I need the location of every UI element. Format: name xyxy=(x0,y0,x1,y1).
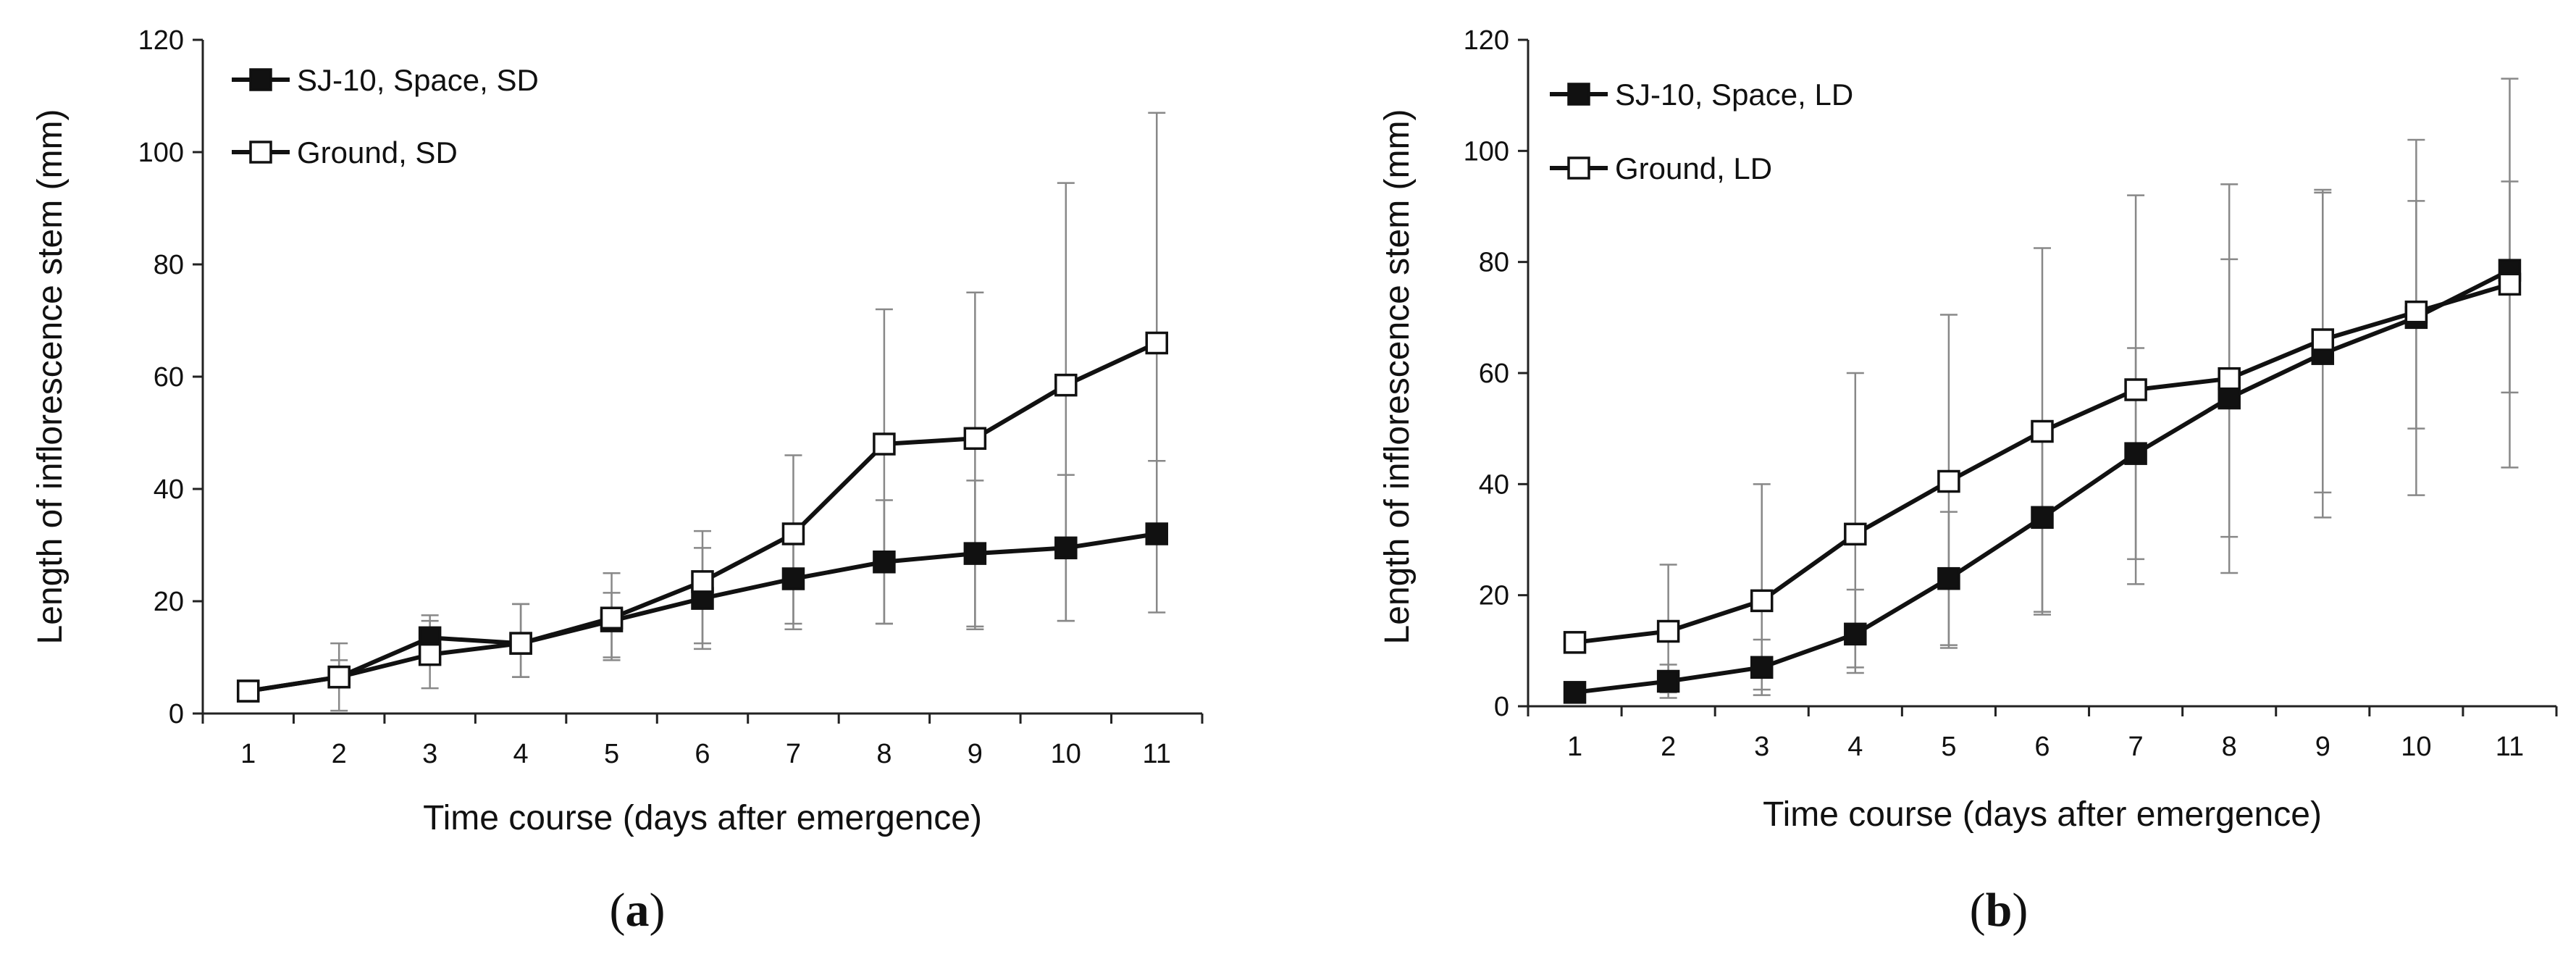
x-tick-label: 4 xyxy=(513,739,529,769)
x-tick-label: 4 xyxy=(1847,732,1863,762)
y-tick-label: 40 xyxy=(154,474,184,505)
data-point xyxy=(873,551,896,574)
data-point xyxy=(1054,373,1078,397)
x-tick-label: 2 xyxy=(332,739,347,769)
x-tick-label: 6 xyxy=(695,739,710,769)
legend-label: Ground, SD xyxy=(297,135,458,170)
x-tick-label: 9 xyxy=(2315,732,2330,762)
data-point xyxy=(2218,386,2241,410)
x-tick-label: 8 xyxy=(2222,732,2237,762)
data-point xyxy=(2498,272,2522,296)
legend-marker xyxy=(249,141,272,164)
data-point xyxy=(781,522,805,545)
x-tick-label: 5 xyxy=(1941,732,1956,762)
x-tick-label: 11 xyxy=(2496,732,2524,762)
y-tick-label: 80 xyxy=(1479,248,1509,278)
chart-panel-a: 0 20 40 60 80 100 120 1 2 3 4 5 6 7 8 9 10 11 Time course … xyxy=(31,25,1204,937)
data-point xyxy=(418,643,442,666)
data-point xyxy=(1563,681,1587,704)
data-point xyxy=(2031,506,2054,530)
panel-caption: (a) xyxy=(610,884,666,937)
series-1 xyxy=(248,112,1166,712)
legend-label: SJ-10, Space, LD xyxy=(1615,78,1853,112)
x-tick-label: 3 xyxy=(1754,732,1769,762)
panel-caption: (b) xyxy=(1970,884,2029,937)
data-point xyxy=(1145,522,1169,545)
x-tick-label: 6 xyxy=(2034,732,2050,762)
y-tick-label: 100 xyxy=(1464,136,1509,167)
y-tick-label: 100 xyxy=(138,138,184,168)
x-tick-label: 7 xyxy=(2128,732,2144,762)
data-point xyxy=(1656,619,1680,643)
data-point xyxy=(873,432,896,456)
y-tick-label: 80 xyxy=(154,250,184,280)
data-point xyxy=(1054,536,1078,560)
y-tick-label: 120 xyxy=(1464,25,1509,56)
data-point xyxy=(963,542,987,565)
x-tick-label: 10 xyxy=(2401,732,2431,762)
y-tick-label: 120 xyxy=(138,25,184,56)
data-point xyxy=(1563,631,1587,654)
data-point xyxy=(2124,442,2147,465)
x-tick-label: 1 xyxy=(240,739,256,769)
data-point xyxy=(2404,300,2428,324)
x-tick-label: 8 xyxy=(876,739,891,769)
data-point xyxy=(2218,367,2241,390)
legend-label: Ground, LD xyxy=(1615,151,1772,185)
data-point xyxy=(2031,419,2054,443)
x-tick-label: 11 xyxy=(1143,739,1171,769)
x-tick-label: 3 xyxy=(422,739,437,769)
y-tick-label: 20 xyxy=(154,587,184,617)
legend-marker xyxy=(1567,83,1590,106)
y-tick-label: 40 xyxy=(1479,469,1509,500)
data-point xyxy=(1656,669,1680,693)
data-point xyxy=(1937,469,1960,493)
legend-marker xyxy=(1567,156,1590,180)
data-point xyxy=(1937,566,1960,590)
data-point xyxy=(781,567,805,590)
data-point xyxy=(2311,328,2335,351)
y-axis-label: Length of inflorescence stem (mm) xyxy=(1378,109,1417,645)
x-tick-label: 10 xyxy=(1051,739,1081,769)
y-tick-label: 0 xyxy=(169,699,184,729)
data-point xyxy=(600,606,624,629)
x-tick-label: 5 xyxy=(604,739,619,769)
y-axis-label: Length of inflorescence stem (mm) xyxy=(31,109,70,645)
y-tick-label: 20 xyxy=(1479,581,1509,611)
y-tick-label: 60 xyxy=(154,362,184,393)
data-point xyxy=(1750,589,1774,613)
data-point xyxy=(1844,522,1867,546)
y-tick-label: 60 xyxy=(1479,359,1509,389)
legend: SJ-10, Space, LD Ground, LD xyxy=(1550,78,1853,185)
data-point xyxy=(1844,622,1867,646)
data-point xyxy=(327,665,351,689)
data-point xyxy=(963,427,987,450)
data-point xyxy=(2124,378,2147,401)
data-point xyxy=(509,632,532,655)
legend-marker xyxy=(249,68,272,91)
chart-panel-b: 0 20 40 60 80 100 120 1 2 3 4 5 6 7 8 9 10 11 Time course … xyxy=(1378,25,2558,937)
data-point xyxy=(691,570,714,593)
data-point xyxy=(1145,331,1169,355)
x-tick-label: 9 xyxy=(968,739,983,769)
x-axis-label: Time course (days after emergence) xyxy=(1763,795,2322,834)
legend-label: SJ-10, Space, SD xyxy=(297,63,539,97)
x-tick-label: 2 xyxy=(1661,732,1676,762)
x-tick-label: 1 xyxy=(1567,732,1582,762)
x-axis-label: Time course (days after emergence) xyxy=(423,799,982,837)
legend: SJ-10, Space, SD Ground, SD xyxy=(232,63,539,170)
data-point xyxy=(236,679,260,703)
data-point xyxy=(1750,656,1774,679)
y-tick-label: 0 xyxy=(1494,692,1509,722)
x-tick-label: 7 xyxy=(786,739,801,769)
